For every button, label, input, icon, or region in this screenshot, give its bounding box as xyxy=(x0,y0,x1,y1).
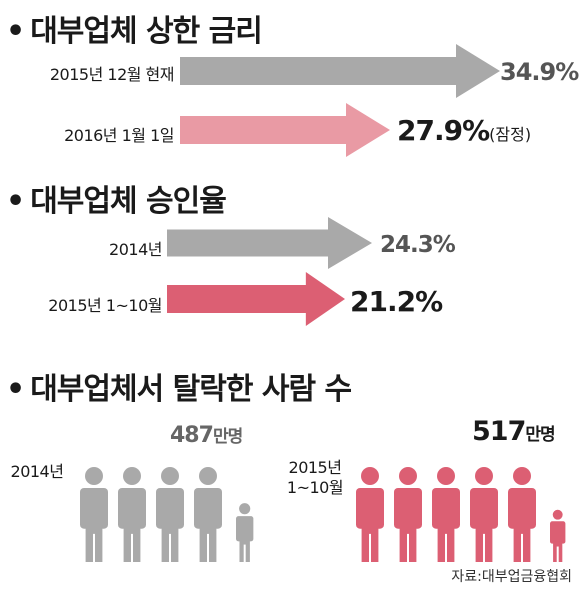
rate-arrow-1-shape xyxy=(180,103,390,157)
person-icon xyxy=(432,467,460,562)
dropout-count-1: 517만명 xyxy=(472,416,556,447)
rate-value-1-note: (잠정) xyxy=(489,125,532,144)
approval-value-0: 24.3% xyxy=(380,232,456,258)
people-group-2015 xyxy=(356,467,566,562)
approval-value-1: 21.2% xyxy=(350,285,443,318)
rate-value-1-number: 27.9% xyxy=(397,114,490,147)
approval-label-1: 2015년 1~10월 xyxy=(48,296,162,315)
section-title-approval: • 대부업체 승인율 xyxy=(6,184,227,219)
person-icon xyxy=(80,467,108,562)
dropout-count-0-unit: 만명 xyxy=(212,427,243,447)
approval-arrow-1 xyxy=(167,272,345,326)
dropout-label-0: 2014년 xyxy=(10,462,64,481)
dropout-count-1-unit: 만명 xyxy=(525,425,555,445)
bullet: • xyxy=(6,372,25,407)
source-note: 자료:대부업금융협회 xyxy=(451,569,572,585)
person-icon xyxy=(508,467,536,562)
approval-arrow-0 xyxy=(167,217,372,269)
dropout-count-0: 487만명 xyxy=(170,422,243,448)
bullet: • xyxy=(6,14,25,49)
approval-arrow-1-shape xyxy=(167,272,345,326)
person-icon xyxy=(470,467,498,562)
dropout-count-0-number: 487 xyxy=(170,423,214,448)
section-title-dropout: • 대부업체서 탈락한 사람 수 xyxy=(6,372,352,407)
person-icon-partial xyxy=(236,503,254,562)
person-icon xyxy=(118,467,146,562)
rate-arrow-1 xyxy=(180,103,390,157)
section-title-rate: • 대부업체 상한 금리 xyxy=(6,14,263,49)
approval-label-0: 2014년 xyxy=(109,240,162,259)
rate-label-0: 2015년 12월 현재 xyxy=(49,65,175,84)
person-icon xyxy=(394,467,422,562)
approval-arrow-0-shape xyxy=(167,217,372,269)
dropout-label-1: 2015년 1~10월 xyxy=(286,458,344,497)
rate-arrow-0 xyxy=(180,44,500,98)
rate-value-1: 27.9%(잠정) xyxy=(397,114,531,147)
rate-label-1: 2016년 1월 1일 xyxy=(64,126,174,145)
people-group-2014 xyxy=(80,467,254,562)
person-icon xyxy=(356,467,384,562)
person-icon xyxy=(156,467,184,562)
person-icon-partial xyxy=(550,509,566,562)
dropout-count-1-number: 517 xyxy=(472,416,526,447)
rate-arrow-0-shape xyxy=(180,44,500,98)
person-icon xyxy=(194,467,222,562)
bullet: • xyxy=(6,184,25,219)
rate-value-0: 34.9% xyxy=(500,58,579,86)
